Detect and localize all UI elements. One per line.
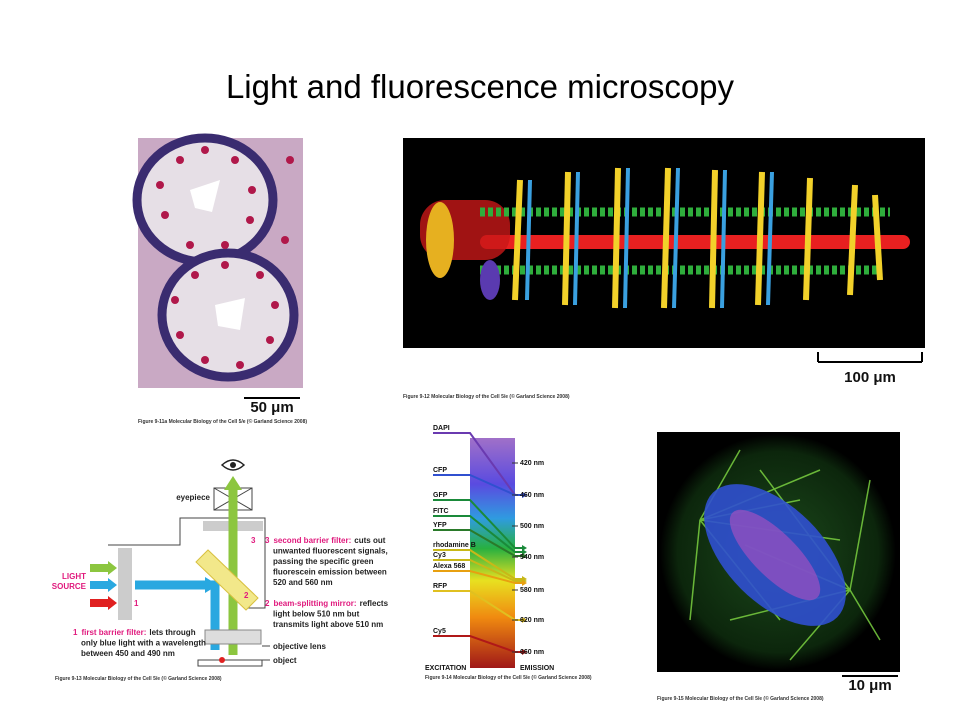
marker: 2 [244,591,249,600]
dye-label: GFP [433,492,448,499]
arrow-head [522,549,527,555]
note-text: lets through [149,628,195,637]
wavelength-label: 420 nm [520,460,544,467]
note-number: 1 [73,628,78,637]
note-text: between 450 and 490 nm [81,649,175,658]
label: EMISSION [520,665,554,672]
label: objective lens [273,642,326,651]
dye-arrow [433,635,522,653]
dye-label: FITC [433,508,449,515]
dye-arrow [433,590,522,621]
spindle-image [657,432,900,672]
histology-image [132,133,303,388]
dye-arrow [433,515,522,553]
wavelength-label: 500 nm [520,523,544,530]
note-number: 2 [265,599,270,608]
caption: Figure 9-12 Molecular Biology of the Cel… [403,393,570,400]
microscope-diagram [90,459,270,667]
note: 3 second barrier filter: cuts out [265,536,386,545]
dye-label: DAPI [433,425,450,432]
dye-arrow [433,529,522,557]
dye-arrow [433,474,522,496]
wavelength-label: 540 nm [520,554,544,561]
wavelength-label: 580 nm [520,587,544,594]
label: object [273,656,297,665]
note-text: light below 510 nm but [273,610,360,619]
arrow-head [522,649,527,655]
dye-label: CFP [433,467,447,474]
dye-label: Cy5 [433,628,446,635]
dye-arrow [433,570,522,584]
scale-label: 100 μm [844,369,896,386]
caption: Figure 9-14 Molecular Biology of the Cel… [425,674,592,681]
spectrum-bar [470,438,515,668]
wavelength-label: 460 nm [520,492,544,499]
dye-arrow [433,549,522,580]
dye-label: YFP [433,522,447,529]
marker: 1 [134,599,139,608]
label: SOURCE [52,582,87,591]
label: eyepiece [176,493,210,502]
label: LIGHT [62,572,86,581]
marker: 3 [251,536,256,545]
dye-arrow [433,559,522,582]
dye-label: Cy3 [433,552,446,559]
dye-label: Alexa 568 [433,563,465,570]
note-heading: second barrier filter: [273,536,351,545]
note-number: 3 [265,536,270,545]
note-text: cuts out [354,536,385,545]
note-text: reflects [360,599,389,608]
note-text: unwanted fluorescent signals, [273,547,388,556]
arrow-head [522,553,527,559]
wavelength-label: 660 nm [520,649,544,656]
note-text: only blue light with a wavelength [81,639,206,648]
arrow-head [522,492,527,498]
arrow-head [522,617,527,623]
note-text: fluorescein emission between [273,568,387,577]
scale-label: 10 μm [848,677,891,694]
note-text: passing the specific green [273,557,374,566]
dye-label: RFP [433,583,447,590]
scale-label: 50 μm [250,399,293,416]
note-heading: first barrier filter: [81,628,146,637]
note-text: transmits light above 510 nm [273,620,383,629]
note-heading: beam-splitting mirror: [273,599,356,608]
label: EXCITATION [425,665,466,672]
note: 1 first barrier filter: lets through [73,628,196,637]
arrow-head [522,545,527,551]
dye-arrow [433,499,522,549]
embryo-image [403,138,925,348]
dye-label: rhodamine B [433,542,476,549]
arrow-head [522,580,527,586]
wavelength-label: 620 nm [520,617,544,624]
slide-title: Light and fluorescence microscopy [226,68,735,105]
note: 2 beam-splitting mirror: reflects [265,599,389,608]
caption: Figure 9-11a Molecular Biology of the Ce… [138,418,307,425]
caption: Figure 9-15 Molecular Biology of the Cel… [657,695,824,702]
caption: Figure 9-13 Molecular Biology of the Cel… [55,675,222,682]
note-text: 520 and 560 nm [273,578,333,587]
